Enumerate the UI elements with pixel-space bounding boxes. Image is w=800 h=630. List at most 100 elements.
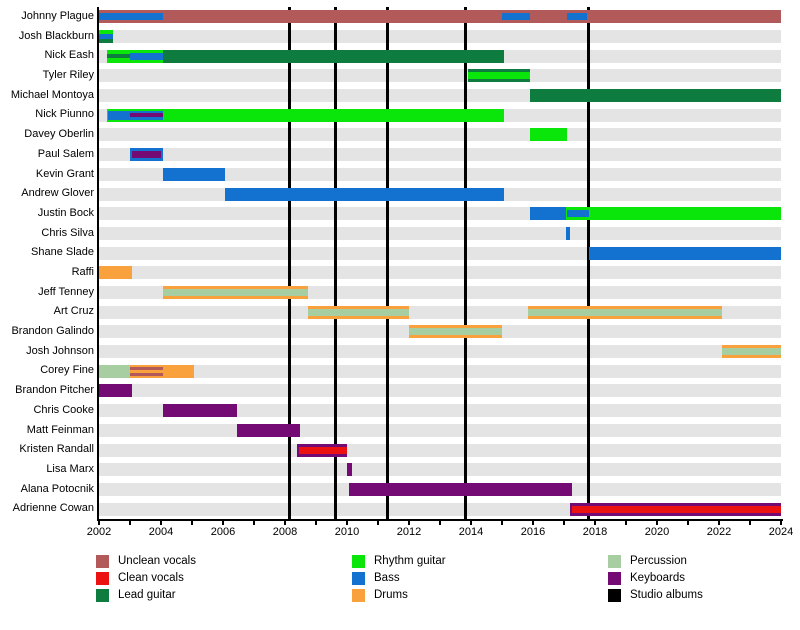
- x-axis-tick: [222, 521, 224, 525]
- x-axis-year-label: 2006: [210, 526, 236, 538]
- legend-label: Percussion: [630, 555, 687, 567]
- tenure-bar-lead-guitar: [529, 89, 781, 103]
- tenure-bar-rhythm-guitar: [529, 128, 568, 142]
- bass-swatch-icon: [352, 571, 365, 585]
- x-axis-year-label: 2014: [458, 526, 484, 538]
- tenure-bar-unclean-vocals: [99, 10, 781, 24]
- tenure-bar-rhythm-guitar: [565, 207, 781, 221]
- drums-swatch-icon: [352, 588, 365, 602]
- member-name-label: Justin Bock: [37, 206, 94, 219]
- member-name-label: Art Cruz: [53, 305, 94, 318]
- x-axis-tick: [501, 521, 503, 525]
- x-axis-tick: [160, 521, 162, 525]
- member-row: [99, 283, 781, 303]
- member-name-label: Chris Silva: [41, 226, 94, 239]
- legend-item-bass: Bass: [352, 571, 400, 585]
- legend-label: Drums: [374, 589, 408, 601]
- member-row-track: [99, 89, 781, 103]
- x-axis-tick: [129, 521, 131, 525]
- member-row-track: [99, 128, 781, 142]
- x-axis-tick: [656, 521, 658, 525]
- member-row-track: [99, 502, 781, 516]
- x-axis-year-label: 2018: [582, 526, 608, 538]
- tenure-bar-percussion: [722, 348, 781, 356]
- member-row-track: [99, 266, 781, 280]
- legend-label: Bass: [374, 572, 400, 584]
- legend-item-unclean-vocals: Unclean vocals: [96, 554, 196, 568]
- member-row: [99, 145, 781, 165]
- member-row-track: [99, 226, 781, 240]
- percussion-swatch-icon: [608, 554, 621, 568]
- tenure-bar-clean-vocals: [298, 446, 347, 454]
- member-row: [99, 7, 781, 27]
- tenure-bar-keyboards: [236, 423, 301, 437]
- member-name-label: Johnny Plague: [21, 10, 94, 22]
- unclean-vocals-swatch-icon: [96, 554, 109, 568]
- member-name-label: Lisa Marx: [46, 462, 94, 475]
- x-axis-tick: [594, 521, 596, 525]
- member-name-label: Nick Piunno: [35, 108, 94, 121]
- member-row-track: [99, 10, 781, 24]
- lead-guitar-swatch-icon: [96, 588, 109, 602]
- member-name-label: Kristen Randall: [19, 443, 94, 456]
- tenure-bar-bass: [162, 167, 225, 181]
- tenure-bar-bass: [567, 210, 589, 218]
- member-row-track: [99, 345, 781, 359]
- tenure-bar-bass: [99, 34, 113, 39]
- x-axis-tick: [718, 521, 720, 525]
- legend-label: Keyboards: [630, 572, 685, 584]
- member-name-label: Paul Salem: [37, 147, 94, 160]
- member-row: [99, 421, 781, 441]
- legend-item-drums: Drums: [352, 588, 408, 602]
- tenure-bar-rhythm-guitar: [467, 72, 530, 80]
- member-row-track: [99, 167, 781, 181]
- tenure-bar-percussion: [162, 289, 309, 297]
- member-name-label: Josh Blackburn: [18, 29, 94, 42]
- x-axis-tick: [687, 521, 689, 525]
- member-name-label: Tyler Riley: [42, 69, 94, 82]
- member-row-track: [99, 108, 781, 122]
- rhythm-guitar-swatch-icon: [352, 554, 365, 568]
- plot-area: 2002 2004 2006 2008 2010 2012 2014 2016 2018 2020…: [87, 7, 793, 538]
- legend-label: Studio albums: [630, 589, 703, 601]
- member-row-track: [99, 69, 781, 83]
- tenure-bar-bass: [565, 226, 571, 240]
- tenure-bar-percussion: [528, 308, 723, 316]
- member-row: [99, 243, 781, 263]
- x-axis-tick: [749, 521, 751, 525]
- legend: Unclean vocals Clean vocals Lead guitar Rhy…: [0, 553, 800, 623]
- legend-item-percussion: Percussion: [608, 554, 687, 568]
- tenure-bar-rhythm-guitar: [99, 30, 113, 35]
- studio-album-line: [463, 7, 467, 519]
- y-axis-line: [97, 7, 99, 521]
- tenure-bar-clean-vocals: [571, 505, 781, 513]
- tenure-bar-lead-guitar: [162, 49, 504, 63]
- x-axis-year-label: 2002: [86, 526, 112, 538]
- x-axis-tick: [563, 521, 565, 525]
- member-row: [99, 105, 781, 125]
- tenure-bar-percussion: [99, 364, 130, 378]
- x-axis-tick: [346, 521, 348, 525]
- x-axis-tick: [284, 521, 286, 525]
- x-axis-tick: [470, 521, 472, 525]
- member-row: [99, 401, 781, 421]
- member-row-track: [99, 384, 781, 398]
- tenure-bar-percussion: [409, 328, 502, 336]
- member-row: [99, 204, 781, 224]
- member-name-label: Raffi: [71, 266, 94, 278]
- x-axis-year-label: 2020: [644, 526, 670, 538]
- member-name-label: Michael Montoya: [10, 88, 94, 101]
- member-row: [99, 125, 781, 145]
- tenure-bar-unclean-vocals: [130, 366, 163, 370]
- tenure-bar-percussion: [308, 308, 409, 316]
- legend-item-studio-albums: Studio albums: [608, 588, 703, 602]
- studio-albums-swatch-icon: [608, 588, 621, 602]
- member-row: [99, 66, 781, 86]
- studio-album-line: [385, 7, 389, 519]
- x-axis-year-label: 2010: [334, 526, 360, 538]
- tenure-bar-lead-guitar: [106, 54, 130, 59]
- member-row: [99, 224, 781, 244]
- legend-item-rhythm-guitar: Rhythm guitar: [352, 554, 446, 568]
- tenure-bar-bass: [588, 246, 781, 260]
